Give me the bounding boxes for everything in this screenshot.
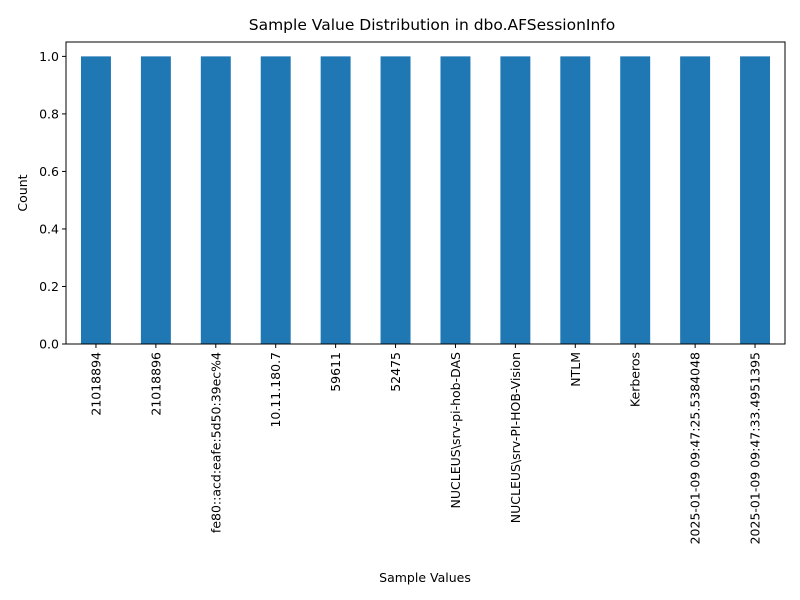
x-tick-label: 59611: [328, 352, 343, 392]
y-axis-label: Count: [15, 174, 30, 211]
bar: [140, 56, 171, 344]
x-tick-label: 2025-01-09 09:47:25.5384048: [688, 352, 703, 544]
bar: [80, 56, 111, 344]
bar: [200, 56, 231, 344]
y-tick-label: 0.4: [39, 221, 59, 236]
bars-group: [80, 56, 771, 344]
x-tick-label: 21018894: [88, 352, 103, 416]
plot-frame: [65, 41, 786, 345]
chart-title: Sample Value Distribution in dbo.AFSessi…: [249, 16, 615, 34]
x-tick-label: 21018896: [148, 352, 163, 416]
bar: [740, 56, 771, 344]
x-tick-label: NTLM: [568, 352, 583, 387]
x-tick-label: 2025-01-09 09:47:33.4951395: [748, 352, 763, 544]
bar: [620, 56, 651, 344]
x-tick-label: 10.11.180.7: [268, 352, 283, 428]
x-tick-label: NUCLEUS\srv-PI-HOB-Vision: [508, 352, 523, 523]
x-tick-label: NUCLEUS\srv-pi-hob-DAS: [448, 352, 463, 508]
y-tick-label: 0.2: [39, 279, 59, 294]
y-axis: 0.0 0.2 0.4 0.6 0.8 1.0: [39, 49, 66, 352]
bar: [380, 56, 411, 344]
bar: [320, 56, 351, 344]
y-tick-label: 0.8: [39, 106, 59, 121]
x-tick-label: 52475: [388, 352, 403, 392]
bar: [680, 56, 711, 344]
bar: [440, 56, 471, 344]
x-tick-label: fe80::acd:eafe:5d50:39ec%4: [208, 352, 223, 533]
y-tick-label: 1.0: [39, 49, 59, 64]
x-axis: 21018894 21018896 fe80::acd:eafe:5d50:39ec…: [88, 344, 763, 544]
x-axis-label: Sample Values: [379, 570, 471, 585]
bar: [560, 56, 591, 344]
bar: [260, 56, 291, 344]
bar: [500, 56, 531, 344]
x-tick-label: Kerberos: [628, 352, 643, 407]
y-tick-label: 0.6: [39, 164, 59, 179]
y-tick-label: 0.0: [39, 337, 59, 352]
